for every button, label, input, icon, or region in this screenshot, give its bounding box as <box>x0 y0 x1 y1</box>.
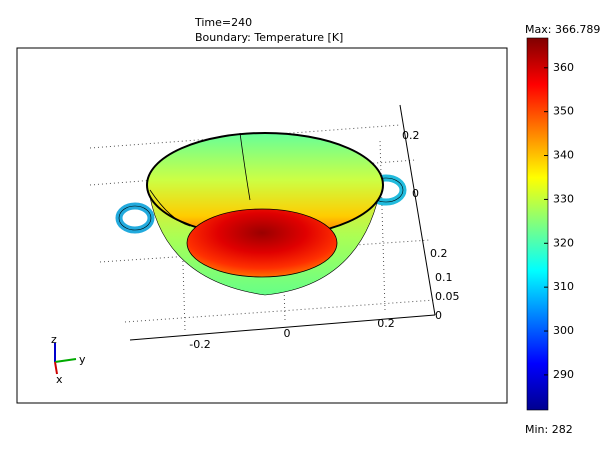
axis-lines <box>129 104 436 341</box>
colorbar-tick-label: 290 <box>553 368 574 381</box>
max-label: Max: 366.789 <box>525 23 600 36</box>
y-tick-label: 0 <box>412 187 419 200</box>
title: Time=240 <box>194 16 252 29</box>
pan <box>115 132 407 296</box>
x-tick-label: -0.2 <box>189 338 210 351</box>
colorbar-tick-label: 310 <box>553 280 574 293</box>
colorbar-tick-label: 320 <box>553 236 574 249</box>
z-tick-label: 0.1 <box>435 271 453 284</box>
colorbar-tick-label: 330 <box>553 192 574 205</box>
triad-label: x <box>56 373 63 386</box>
colorbar <box>526 37 549 411</box>
z-tick-label: 0.05 <box>435 290 460 303</box>
z-tick-label: 0.2 <box>430 247 448 260</box>
triad: z y x <box>51 333 86 386</box>
colorbar-tick-label: 360 <box>553 61 574 74</box>
y-tick-label: 0.2 <box>402 129 420 142</box>
triad-label: y <box>79 353 86 366</box>
min-label: Min: 282 <box>525 423 573 436</box>
z-tick-label: 0 <box>435 309 442 322</box>
colorbar-tick-label: 340 <box>553 149 574 162</box>
x-tick-label: 0 <box>284 327 291 340</box>
subtitle: Boundary: Temperature [K] <box>195 31 343 44</box>
colorbar-tick-label: 300 <box>553 324 574 337</box>
triad-label: z <box>51 333 57 346</box>
x-tick-label: 0.2 <box>377 317 395 330</box>
colorbar-tick-label: 350 <box>553 105 574 118</box>
axis-ticks: -0.2 0 0.2 0.2 0 0.2 0.1 0.05 0 <box>189 129 459 351</box>
